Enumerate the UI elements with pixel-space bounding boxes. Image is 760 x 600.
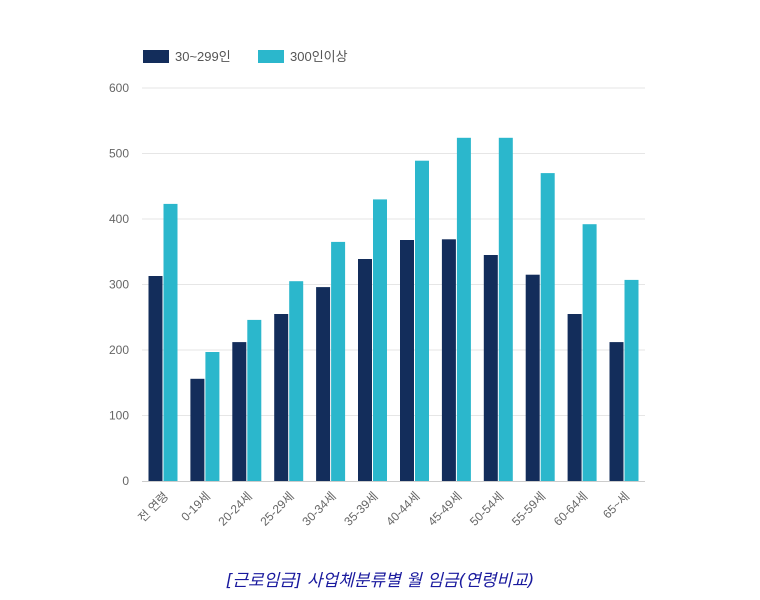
bar-series-0-7[interactable]	[441, 239, 456, 481]
x-tick-label: 45-49세	[425, 489, 464, 528]
x-axis-labels: 전 연령 0-19세 20-24세 25-29세 30-34세 35-39세 4…	[135, 489, 632, 528]
x-tick-label: 65~세	[600, 489, 632, 521]
legend-label-series-0[interactable]: 30~299인	[175, 49, 231, 64]
bar-series-1-10[interactable]	[582, 224, 597, 481]
bar-series-0-5[interactable]	[358, 259, 372, 481]
x-tick-label: 25-29세	[257, 489, 296, 528]
bar-series-1-2[interactable]	[247, 319, 262, 481]
legend: 30~299인 300인이상	[143, 49, 348, 64]
x-tick-label: 55-59세	[509, 489, 548, 528]
x-tick-label: 50-54세	[467, 489, 506, 528]
chart-caption: [근로임금] 사업체분류별 월 임금(연령비교)	[225, 571, 535, 591]
x-tick-label: 35-39세	[341, 489, 380, 528]
bar-series-1-5[interactable]	[373, 199, 387, 481]
x-tick-label: 30-34세	[299, 489, 338, 528]
bar-series-1-4[interactable]	[331, 241, 346, 481]
y-tick-label: 0	[122, 474, 129, 488]
bar-series-0-1[interactable]	[190, 378, 205, 481]
legend-swatch-series-0[interactable]	[143, 50, 169, 63]
x-tick-label: 60-64세	[551, 489, 590, 528]
x-tick-label: 20-24세	[216, 489, 255, 528]
x-tick-label: 40-44세	[383, 489, 422, 528]
bar-series-0-4[interactable]	[316, 287, 331, 481]
legend-swatch-series-1[interactable]	[258, 50, 284, 63]
y-tick-label: 100	[109, 409, 129, 423]
bar-series-0-8[interactable]	[483, 255, 498, 481]
bar-series-0-10[interactable]	[567, 314, 582, 481]
y-axis-ticks: 0 100 200 300 400 500 600	[109, 81, 129, 488]
bar-series-1-9[interactable]	[540, 173, 555, 481]
bar-series-0-3[interactable]	[274, 314, 289, 481]
x-tick-label: 전 연령	[135, 489, 171, 525]
bar-series-1-1[interactable]	[205, 352, 220, 481]
bar-series-1-6[interactable]	[415, 160, 429, 481]
legend-label-series-1[interactable]: 300인이상	[290, 49, 348, 64]
bar-series-1-0[interactable]	[163, 203, 178, 481]
y-tick-label: 600	[109, 81, 129, 95]
bar-series-0-11[interactable]	[609, 342, 624, 481]
y-tick-label: 300	[109, 278, 129, 292]
bar-series-1-8[interactable]	[498, 137, 513, 482]
y-tick-label: 500	[109, 147, 129, 161]
x-tick-label: 0-19세	[178, 489, 213, 524]
bar-series-0-6[interactable]	[400, 240, 414, 481]
bar-series-1-11[interactable]	[624, 279, 639, 481]
bars	[148, 137, 639, 482]
bar-series-0-2[interactable]	[232, 342, 247, 481]
bar-series-0-0[interactable]	[148, 276, 163, 481]
bar-series-0-9[interactable]	[525, 274, 540, 481]
bar-series-1-3[interactable]	[289, 281, 304, 481]
y-tick-label: 200	[109, 343, 129, 357]
bar-series-1-7[interactable]	[456, 137, 471, 482]
gridlines	[142, 87, 645, 416]
y-tick-label: 400	[109, 212, 129, 226]
